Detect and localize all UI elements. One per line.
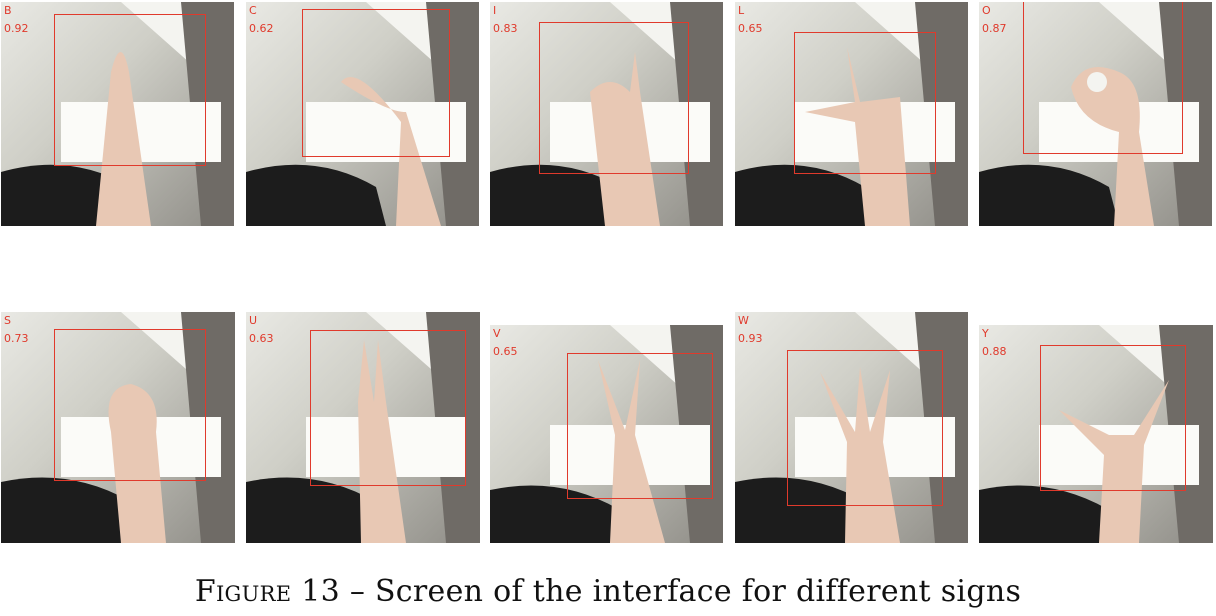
confidence-score: 0.87 <box>982 22 1007 35</box>
predicted-letter: I <box>493 4 497 17</box>
sign-panel-l: L 0.65 <box>735 2 968 226</box>
sign-panel-s: S 0.73 <box>1 312 235 543</box>
detection-box <box>794 32 936 174</box>
webcam-frame-image <box>735 312 968 543</box>
predicted-letter: Y <box>982 327 989 340</box>
webcam-frame-image <box>490 325 723 543</box>
webcam-frame-image <box>1 2 234 226</box>
sign-panel-u: U 0.63 <box>246 312 480 543</box>
confidence-score: 0.92 <box>4 22 29 35</box>
predicted-letter: C <box>249 4 257 17</box>
predicted-letter: U <box>249 314 258 327</box>
caption-text: – Screen of the interface for different … <box>339 574 1022 609</box>
predicted-letter: L <box>738 4 745 17</box>
confidence-score: 0.63 <box>249 332 274 345</box>
detection-box <box>567 353 713 499</box>
confidence-score: 0.65 <box>493 345 518 358</box>
confidence-score: 0.88 <box>982 345 1007 358</box>
webcam-frame-image <box>979 2 1212 226</box>
figure-label: Figure 13 <box>194 574 340 609</box>
detection-box <box>1023 2 1183 154</box>
webcam-frame-image <box>735 2 968 226</box>
detection-box <box>539 22 689 174</box>
confidence-score: 0.62 <box>249 22 274 35</box>
webcam-frame-image <box>490 2 723 226</box>
webcam-frame-image <box>979 325 1213 543</box>
detection-box <box>54 329 206 481</box>
confidence-score: 0.83 <box>493 22 518 35</box>
sign-panel-v: V 0.65 <box>490 325 723 543</box>
webcam-frame-image <box>1 312 235 543</box>
detection-box <box>302 9 450 157</box>
predicted-letter: V <box>493 327 501 340</box>
predicted-letter: B <box>4 4 12 17</box>
detection-box <box>54 14 206 166</box>
confidence-score: 0.93 <box>738 332 763 345</box>
sign-panel-c: C 0.62 <box>246 2 479 226</box>
webcam-frame-image <box>246 312 480 543</box>
predicted-letter: W <box>738 314 749 327</box>
detection-box <box>1040 345 1186 491</box>
detection-box <box>787 350 943 506</box>
sign-panel-w: W 0.93 <box>735 312 968 543</box>
sign-panel-b: B 0.92 <box>1 2 234 226</box>
sign-panel-i: I 0.83 <box>490 2 723 226</box>
detection-box <box>310 330 466 486</box>
figure-caption: Figure 13 – Screen of the interface for … <box>0 574 1216 609</box>
webcam-frame-image <box>246 2 479 226</box>
predicted-letter: S <box>4 314 11 327</box>
sign-panel-y: Y 0.88 <box>979 325 1213 543</box>
sign-panel-o: O 0.87 <box>979 2 1212 226</box>
predicted-letter: O <box>982 4 991 17</box>
confidence-score: 0.65 <box>738 22 763 35</box>
confidence-score: 0.73 <box>4 332 29 345</box>
